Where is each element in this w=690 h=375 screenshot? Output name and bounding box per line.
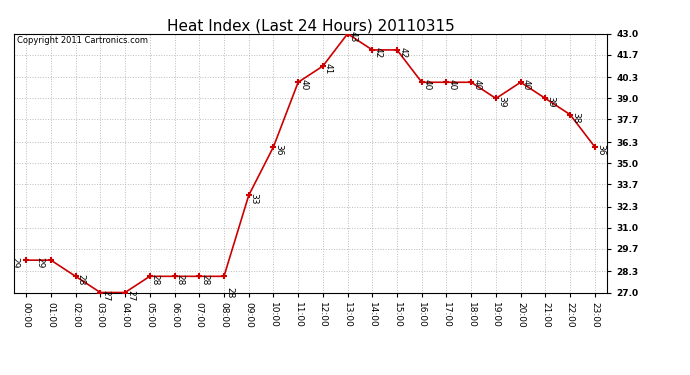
Text: 28: 28: [225, 288, 234, 299]
Text: 43: 43: [348, 31, 357, 42]
Text: 28: 28: [175, 273, 184, 285]
Text: 42: 42: [373, 47, 382, 58]
Text: 28: 28: [77, 273, 86, 285]
Text: 40: 40: [522, 80, 531, 91]
Text: 39: 39: [546, 96, 555, 107]
Text: 40: 40: [423, 80, 432, 91]
Text: 36: 36: [275, 144, 284, 156]
Text: Copyright 2011 Cartronics.com: Copyright 2011 Cartronics.com: [17, 36, 148, 45]
Text: 38: 38: [571, 112, 580, 123]
Text: 33: 33: [250, 193, 259, 204]
Text: Heat Index (Last 24 Hours) 20110315: Heat Index (Last 24 Hours) 20110315: [166, 19, 455, 34]
Text: 41: 41: [324, 63, 333, 75]
Text: 27: 27: [126, 290, 135, 301]
Text: 29: 29: [35, 257, 44, 269]
Text: 29: 29: [10, 257, 19, 269]
Text: 40: 40: [448, 80, 457, 91]
Text: 27: 27: [101, 290, 110, 301]
Text: 28: 28: [200, 273, 209, 285]
Text: 40: 40: [299, 80, 308, 91]
Text: 40: 40: [472, 80, 481, 91]
Text: 42: 42: [398, 47, 407, 58]
Text: 28: 28: [151, 273, 160, 285]
Text: 36: 36: [596, 144, 605, 156]
Text: 39: 39: [497, 96, 506, 107]
